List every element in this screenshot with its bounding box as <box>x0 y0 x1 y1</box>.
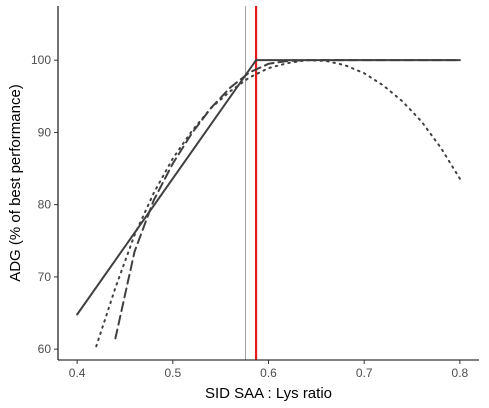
x-tick-label: 0.5 <box>164 366 181 380</box>
y-axis-title: ADG (% of best performance) <box>7 84 24 282</box>
x-tick-label: 0.8 <box>452 366 469 380</box>
x-ticks: 0.4 0.5 0.6 0.7 0.8 <box>69 360 469 380</box>
series-line-dotted <box>95 59 461 348</box>
x-axis-title: SID SAA : Lys ratio <box>205 385 332 402</box>
series-line-solid <box>76 59 461 316</box>
x-tick-label: 0.4 <box>69 366 86 380</box>
x-tick-label: 0.6 <box>260 366 277 380</box>
series-line-dashed <box>114 59 461 340</box>
series-layer <box>76 59 461 348</box>
reference-lines <box>245 6 258 360</box>
x-tick-label: 0.7 <box>356 366 373 380</box>
y-ticks: 60 70 80 90 100 <box>31 53 58 356</box>
y-tick-label: 90 <box>38 125 52 139</box>
y-tick-label: 80 <box>38 198 52 212</box>
y-tick-label: 100 <box>31 53 51 67</box>
axes <box>57 6 479 361</box>
y-tick-label: 60 <box>38 342 52 356</box>
y-tick-label: 70 <box>38 270 52 284</box>
